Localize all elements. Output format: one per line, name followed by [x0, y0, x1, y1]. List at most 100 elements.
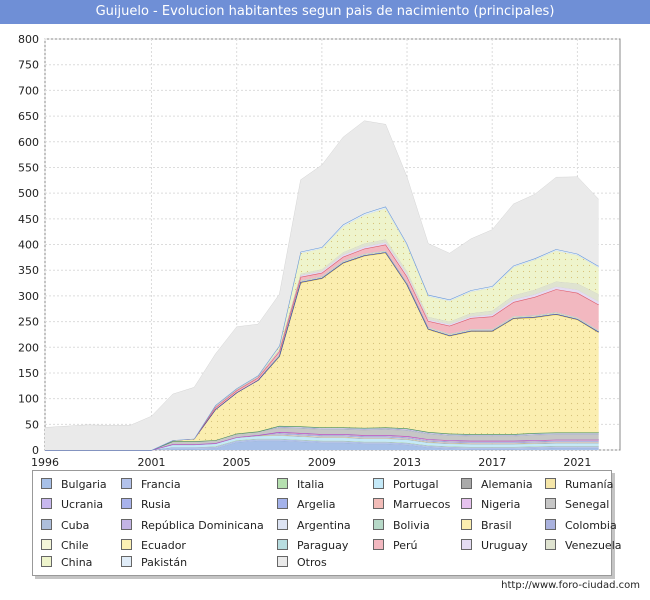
legend-swatch [121, 539, 132, 550]
x-tick-label: 2001 [137, 456, 165, 469]
y-tick-label: 350 [18, 264, 39, 277]
legend-swatch [545, 519, 556, 530]
legend-label: Argentina [297, 519, 351, 532]
stacked-area-chart: 0 50 100 150 200 250 300 350 400 450 500 550 600 650 7… [18, 33, 621, 469]
legend-item-otros: Otros [277, 553, 327, 573]
legend-item-china: China [41, 553, 92, 573]
legend-swatch [545, 478, 556, 489]
legend-item-chile: Chile [41, 536, 89, 556]
legend-label: Perú [393, 539, 418, 552]
legend-swatch [41, 539, 52, 550]
legend-item-brasil: Brasil [461, 516, 512, 536]
legend-swatch [461, 519, 472, 530]
legend-item-ucrania: Ucrania [41, 495, 103, 515]
legend-label: Bulgaria [61, 478, 107, 491]
y-tick-label: 50 [25, 418, 39, 431]
legend-swatch [121, 556, 132, 567]
legend-label: Marruecos [393, 498, 451, 511]
legend-swatch [41, 556, 52, 567]
area-texture-china [45, 208, 599, 450]
legend-label: Italia [297, 478, 325, 491]
y-tick-label: 100 [18, 393, 39, 406]
x-tick-label: 2009 [308, 456, 336, 469]
legend-label: Argelia [297, 498, 336, 511]
area-senegal [45, 427, 599, 450]
legend-item-alemania: Alemania [461, 475, 533, 495]
legend-swatch [41, 498, 52, 509]
legend-label: República Dominicana [141, 519, 264, 532]
legend-label: Ucrania [61, 498, 104, 511]
legend-item-paraguay: Paraguay [277, 536, 348, 556]
legend-label: Alemania [481, 478, 533, 491]
legend-swatch [121, 498, 132, 509]
legend-item-nigeria: Nigeria [461, 495, 520, 515]
legend-swatch [277, 519, 288, 530]
legend-label: Uruguay [481, 539, 528, 552]
legend-swatch [373, 519, 384, 530]
y-tick-label: 800 [18, 33, 39, 46]
legend-swatch [461, 539, 472, 550]
x-tick-label: 2005 [223, 456, 251, 469]
legend-swatch [545, 539, 556, 550]
legend-label: China [61, 556, 93, 569]
y-tick-label: 200 [18, 341, 39, 354]
legend-label: Colombia [565, 519, 617, 532]
legend-label: Pakistán [141, 556, 188, 569]
legend-item-argelia: Argelia [277, 495, 335, 515]
legend-item-rumania: Rumanía [545, 475, 613, 495]
y-tick-label: 400 [18, 239, 39, 252]
legend: Bulgaria Francia Italia Portugal Alemania Rum… [32, 470, 622, 576]
y-tick-label: 750 [18, 59, 39, 72]
legend-item-bulgaria: Bulgaria [41, 475, 107, 495]
x-tick-label: 1996 [31, 456, 59, 469]
legend-label: Otros [297, 556, 327, 569]
area-francia [45, 439, 599, 450]
legend-item-venezuela: Venezuela [545, 536, 622, 556]
legend-swatch [121, 519, 132, 530]
area-portugal [45, 435, 599, 450]
legend-swatch [373, 478, 384, 489]
y-tick-label: 300 [18, 290, 39, 303]
legend-item-francia: Francia [121, 475, 181, 495]
legend-item-senegal: Senegal [545, 495, 609, 515]
legend-swatch [373, 539, 384, 550]
legend-swatch [277, 556, 288, 567]
plot-area: 0 50 100 150 200 250 300 350 400 450 500 550 600 650 7… [0, 24, 650, 470]
legend-label: Bolivia [393, 519, 430, 532]
legend-swatch [373, 498, 384, 509]
legend-item-rusia: Rusia [121, 495, 171, 515]
edge-otros [44, 120, 599, 428]
legend-swatch [277, 539, 288, 550]
footer-url[interactable]: http://www.foro-ciudad.com [501, 580, 640, 591]
area-texture-brasil [45, 252, 599, 450]
y-tick-label: 500 [18, 187, 39, 200]
legend-item-portugal: Portugal [373, 475, 439, 495]
legend-swatch [461, 498, 472, 509]
y-tick-label: 150 [18, 367, 39, 380]
legend-label: Rumanía [565, 478, 614, 491]
x-tick-label: 2017 [478, 456, 506, 469]
legend-item-republica-dominicana: República Dominicana [121, 516, 264, 536]
y-tick-label: 450 [18, 213, 39, 226]
legend-item-peru: Perú [373, 536, 418, 556]
legend-item-bolivia: Bolivia [373, 516, 430, 536]
legend-label: Brasil [481, 519, 512, 532]
legend-item-italia: Italia [277, 475, 324, 495]
y-tick-label: 600 [18, 136, 39, 149]
y-tick-label: 700 [18, 84, 39, 97]
legend-item-argentina: Argentina [277, 516, 351, 536]
legend-item-cuba: Cuba [41, 516, 89, 536]
legend-swatch [277, 498, 288, 509]
legend-swatch [41, 519, 52, 530]
legend-label: Venezuela [565, 539, 622, 552]
legend-swatch [121, 478, 132, 489]
legend-item-ecuador: Ecuador [121, 536, 186, 556]
legend-label: Nigeria [481, 498, 521, 511]
y-tick-label: 250 [18, 316, 39, 329]
legend-swatch [41, 478, 52, 489]
y-tick-label: 0 [32, 444, 39, 457]
legend-label: Ecuador [141, 539, 186, 552]
area-bulgaria [45, 440, 599, 450]
area-italia [45, 438, 599, 450]
legend-item-pakistan: Pakistán [121, 553, 187, 573]
